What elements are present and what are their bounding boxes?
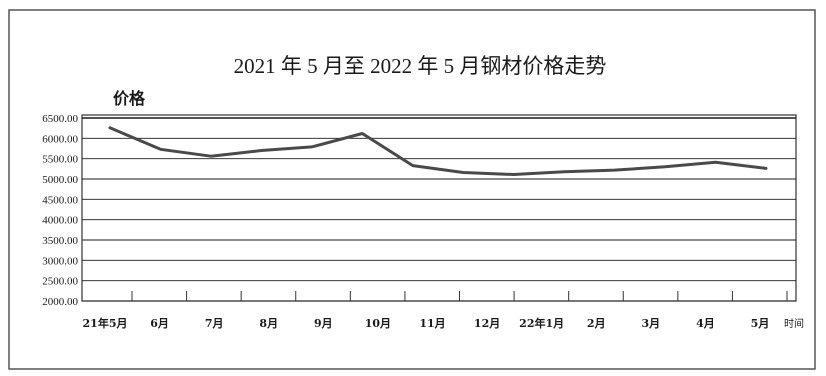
chart-title: 2021 年 5 月至 2022 年 5 月钢材价格走势 <box>234 54 607 78</box>
x-tick-label: 2月 <box>587 317 606 330</box>
y-tick-label: 4500.00 <box>42 194 78 206</box>
outer-frame <box>8 9 816 370</box>
y-axis-label: 价格 <box>113 89 146 108</box>
plot-area <box>81 114 797 302</box>
x-tick-label: 7月 <box>205 317 224 330</box>
x-tick-label: 5月 <box>751 317 770 330</box>
x-tick-label: 6月 <box>150 317 169 330</box>
x-axis-label: 时间 <box>784 317 804 330</box>
series-layer <box>108 126 768 176</box>
y-tick-label: 4000.00 <box>42 215 78 227</box>
y-tick-label: 6000.00 <box>42 133 78 145</box>
series-line <box>108 126 768 176</box>
x-tick-label: 11月 <box>419 317 445 330</box>
x-tick-label: 9月 <box>314 317 333 330</box>
x-tick-labels: 21年5月 6月 7月 8月 9月 10月 11月 12月 22年1月 2月 3月 4月 5月 <box>83 316 770 330</box>
y-tick-label: 2000.00 <box>42 296 78 308</box>
x-tick-label: 21年5月 <box>83 316 128 330</box>
x-tick-label: 12月 <box>474 317 500 330</box>
y-tick-labels: 6500.00 6000.00 5500.00 5000.00 4500.00 4000.… <box>42 113 78 308</box>
y-tick-label: 5500.00 <box>42 154 78 166</box>
x-tick-label: 4月 <box>696 317 715 330</box>
y-tick-label: 6500.00 <box>42 113 78 125</box>
x-tick-label: 22年1月 <box>519 316 564 330</box>
y-tick-label: 3500.00 <box>42 235 78 247</box>
y-tick-label: 5000.00 <box>42 174 78 186</box>
y-tick-label: 2500.00 <box>42 276 78 288</box>
grid-layer <box>81 114 797 302</box>
x-tick-label: 10月 <box>365 317 391 330</box>
x-tick-label: 3月 <box>642 317 661 330</box>
y-tick-label: 3000.00 <box>42 255 78 267</box>
x-tick-label: 8月 <box>259 317 278 330</box>
